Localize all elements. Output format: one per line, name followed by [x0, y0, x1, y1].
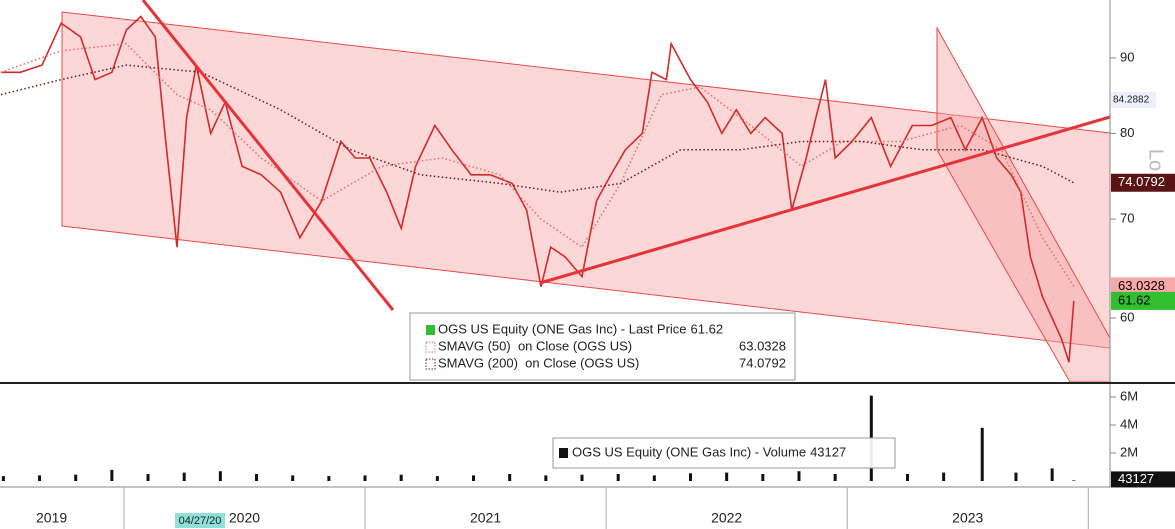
x-tick-label: 2020 [229, 510, 260, 526]
volume-bar [652, 475, 656, 481]
legend-value: 61.62 [691, 321, 724, 336]
volume-bar [797, 471, 801, 481]
trend-line [141, 0, 395, 311]
legend-value: 74.0792 [739, 355, 786, 370]
value-tag: 43127 [1118, 471, 1154, 486]
volume-bar [472, 475, 476, 481]
volume-bar [544, 475, 548, 481]
volume-bar [110, 469, 114, 481]
volume-bar [616, 474, 620, 481]
y-tick-label: 70 [1120, 211, 1134, 226]
volume-bar [833, 474, 837, 481]
legend-box [552, 437, 896, 469]
legend-value: 43127 [810, 444, 846, 459]
value-tag: 63.0328 [1118, 278, 1165, 293]
volume-bar [291, 475, 295, 481]
cursor-date-bg [175, 513, 225, 528]
value-tag-bg [1111, 173, 1175, 192]
value-tag: 61.62 [1118, 292, 1151, 307]
volume-bar [399, 474, 403, 481]
cursor-date: 04/27/20 [179, 515, 222, 527]
legend-swatch [559, 448, 568, 458]
value-tag-bg [1111, 277, 1175, 296]
x-tick-label: 2022 [711, 510, 742, 526]
volume-bar [435, 476, 439, 481]
legend-swatch [425, 341, 436, 353]
volume-bar [761, 474, 765, 481]
legend-label: SMAVG (200) on Close (OGS US) [438, 355, 639, 370]
value-tag: 84.2882 [1113, 95, 1150, 106]
volume-bar [1014, 472, 1018, 481]
volume-bar [580, 474, 584, 481]
side-label: Lo [1145, 149, 1167, 171]
y-tick-label: 60 [1120, 309, 1134, 324]
x-tick-label: 2019 [36, 510, 67, 526]
volume-bar [688, 473, 692, 481]
volume-bar [327, 476, 331, 481]
volume-bar [255, 474, 259, 481]
volume-bar [218, 471, 222, 481]
y-tick-label: 6M [1120, 388, 1138, 403]
y-tick-label: 2M [1120, 444, 1138, 459]
volume-bar [363, 475, 367, 481]
volume-bar [508, 474, 512, 481]
volume-bar [980, 427, 984, 481]
volume-bar [725, 472, 729, 481]
legend-box [409, 312, 796, 381]
x-tick-label: 2023 [952, 510, 983, 526]
legend-swatch [426, 325, 435, 335]
y-tick-label: 80 [1120, 125, 1134, 140]
volume-bar [942, 472, 946, 481]
y-tick-label: 4M [1120, 416, 1138, 431]
x-tick-label: 2021 [470, 510, 501, 526]
trend-line [539, 115, 1111, 285]
volume-bar [146, 474, 150, 481]
value-tag-bg [1111, 91, 1156, 108]
value-tag-bg [1111, 291, 1175, 310]
volume-bar [182, 472, 186, 481]
value-tag-bg [1111, 471, 1175, 488]
price-line [1, 15, 1075, 363]
volume-bar [905, 474, 909, 481]
volume-bar [74, 474, 78, 481]
value-tag: 74.0792 [1118, 174, 1165, 189]
legend-label: OGS US Equity (ONE Gas Inc) - Last Price [438, 321, 687, 336]
volume-bar [38, 475, 42, 481]
volume-bar [1050, 468, 1054, 481]
legend-label: SMAVG (50) on Close (OGS US) [438, 338, 632, 353]
legend: OGS US Equity (ONE Gas Inc) - Volume 4312… [552, 437, 896, 469]
legend-swatch [425, 358, 436, 370]
legend-value: 63.0328 [739, 338, 786, 353]
y-tick-label: 90 [1120, 49, 1134, 64]
volume-bar [1072, 480, 1076, 481]
volume-bar [1, 476, 5, 481]
legend-label: OGS US Equity (ONE Gas Inc) - Volume [572, 444, 806, 459]
legend: OGS US Equity (ONE Gas Inc) - Last Price… [409, 312, 796, 381]
